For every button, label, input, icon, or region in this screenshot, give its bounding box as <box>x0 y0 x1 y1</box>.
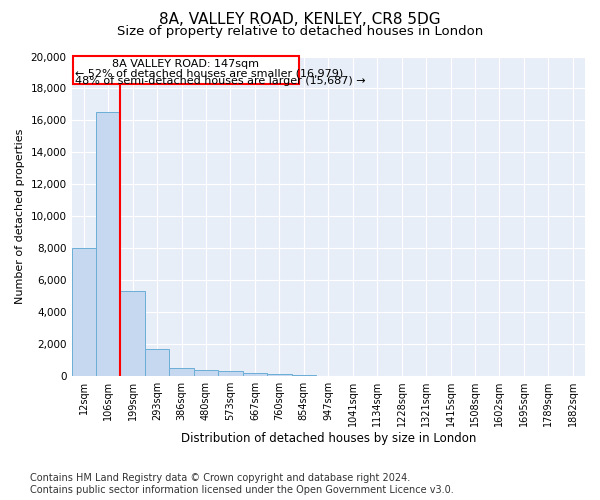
Text: Size of property relative to detached houses in London: Size of property relative to detached ho… <box>117 25 483 38</box>
Text: ← 52% of detached houses are smaller (16,979): ← 52% of detached houses are smaller (16… <box>75 68 343 78</box>
Text: Contains HM Land Registry data © Crown copyright and database right 2024.
Contai: Contains HM Land Registry data © Crown c… <box>30 474 454 495</box>
Bar <box>96 112 121 376</box>
Bar <box>218 372 242 376</box>
Y-axis label: Number of detached properties: Number of detached properties <box>15 128 25 304</box>
Text: 8A VALLEY ROAD: 147sqm: 8A VALLEY ROAD: 147sqm <box>112 59 259 69</box>
Text: 8A, VALLEY ROAD, KENLEY, CR8 5DG: 8A, VALLEY ROAD, KENLEY, CR8 5DG <box>159 12 441 28</box>
Bar <box>145 349 169 376</box>
Bar <box>73 56 299 84</box>
X-axis label: Distribution of detached houses by size in London: Distribution of detached houses by size … <box>181 432 476 445</box>
Bar <box>121 292 145 376</box>
Bar <box>71 248 96 376</box>
Bar <box>169 368 194 376</box>
Bar <box>194 370 218 376</box>
Bar <box>267 374 292 376</box>
Text: 48% of semi-detached houses are larger (15,687) →: 48% of semi-detached houses are larger (… <box>75 76 366 86</box>
Bar <box>242 373 267 376</box>
